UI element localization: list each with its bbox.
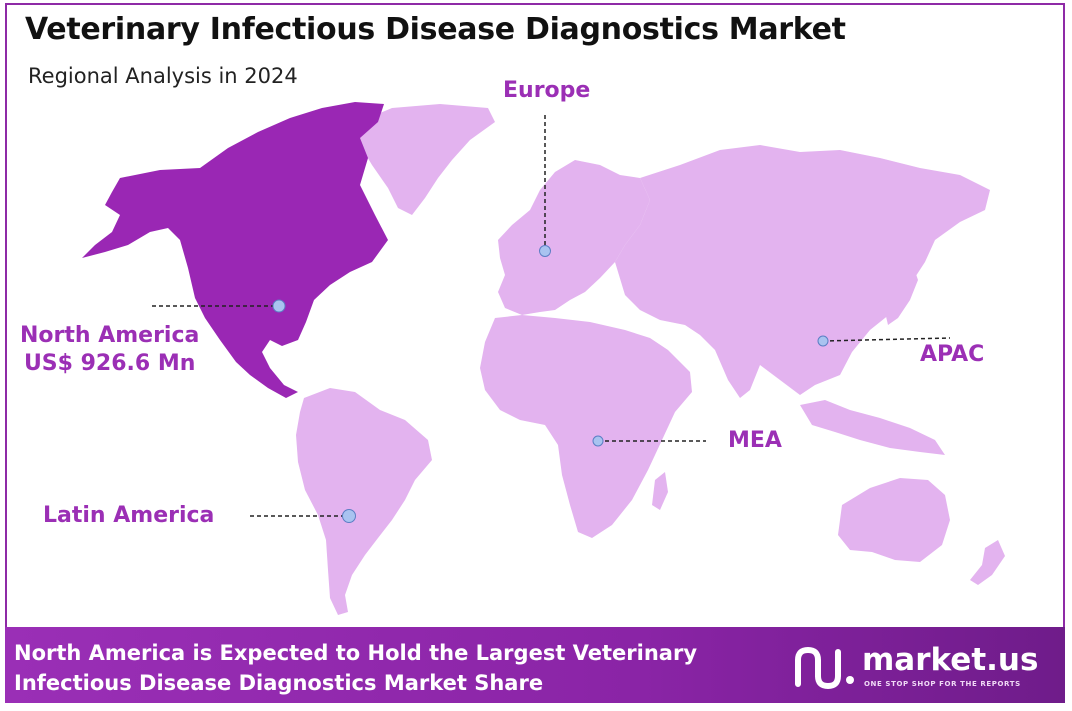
africa-region (480, 315, 692, 538)
greenland-region (352, 104, 495, 215)
europe-marker (539, 245, 551, 257)
japan-region (885, 262, 918, 325)
asia-region (615, 145, 990, 398)
europe-region (498, 160, 650, 315)
apac-label: APAC (920, 342, 985, 367)
brand-logo: market.us ONE STOP SHOP FOR THE REPORTS (792, 640, 1052, 696)
south-america-region (296, 388, 432, 615)
footer-banner (5, 627, 1065, 703)
footer-line-1: North America is Expected to Hold the La… (14, 641, 698, 665)
north-america-name: North America (20, 323, 200, 348)
australia-region (838, 478, 950, 562)
latin-america-label: Latin America (43, 503, 215, 528)
latin-america-marker (342, 509, 356, 523)
north-america-value: US$ 926.6 Mn (23, 351, 196, 376)
brand-name: market.us (862, 642, 1039, 678)
mea-label: MEA (728, 428, 782, 453)
market-us-logo-icon (795, 646, 854, 690)
brand-tagline: ONE STOP SHOP FOR THE REPORTS (864, 680, 1021, 688)
apac-leader (822, 337, 951, 342)
north-america-region (82, 102, 388, 398)
apac-marker (817, 335, 829, 347)
footer-text: North America is Expected to Hold the La… (14, 638, 774, 698)
europe-label: Europe (503, 78, 591, 103)
madagascar-region (652, 472, 668, 510)
mea-marker (592, 435, 604, 447)
north-america-marker (272, 299, 286, 313)
southeast-asia-region (800, 400, 945, 455)
page-title: Veterinary Infectious Disease Diagnostic… (25, 12, 846, 47)
new-zealand-region (970, 540, 1005, 585)
page-subtitle: Regional Analysis in 2024 (28, 64, 298, 88)
north-america-label: North America US$ 926.6 Mn (20, 322, 199, 378)
footer-line-2: Infectious Disease Diagnostics Market Sh… (14, 671, 544, 695)
